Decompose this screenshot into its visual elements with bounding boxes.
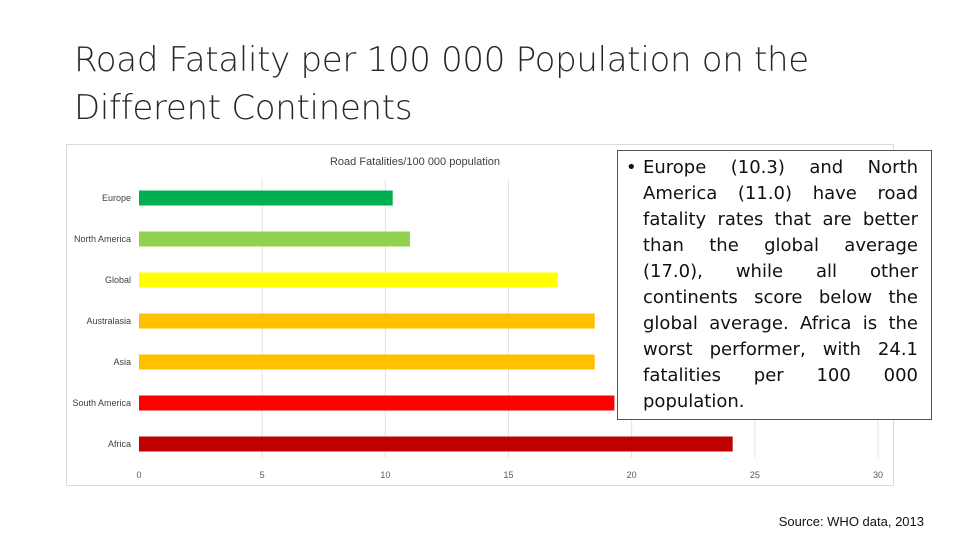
x-tick-label: 15 — [503, 470, 513, 480]
bar-global — [139, 272, 558, 288]
source-note: Source: WHO data, 2013 — [778, 514, 924, 529]
bar-africa — [139, 436, 733, 452]
category-labels: Europe North America Global Australasia Asia… — [72, 193, 131, 449]
bullet-icon: • — [626, 157, 637, 178]
category-label: Asia — [113, 357, 131, 367]
note-text: Europe (10.3) and North America (11.0) h… — [643, 157, 918, 412]
x-tick-label: 10 — [380, 470, 390, 480]
slide-title: Road Fatality per 100 000 Population on … — [74, 40, 809, 128]
note-box: • Europe (10.3) and North America (11.0)… — [617, 150, 932, 420]
x-tick-label: 20 — [627, 470, 637, 480]
x-tick-label: 0 — [136, 470, 141, 480]
category-label: Africa — [108, 439, 131, 449]
bar-australasia — [139, 313, 595, 329]
x-tick-label: 30 — [873, 470, 883, 480]
bar-chart: Road Fatalities/100 000 population Europ… — [72, 156, 883, 480]
bar-europe — [139, 190, 393, 206]
x-tick-label: 25 — [750, 470, 760, 480]
category-label: South America — [72, 398, 131, 408]
bars — [139, 190, 733, 452]
bar-asia — [139, 354, 595, 370]
category-label: North America — [74, 234, 131, 244]
bar-south-america — [139, 395, 615, 411]
bar-north-america — [139, 231, 410, 247]
x-tick-label: 5 — [260, 470, 265, 480]
category-label: Australasia — [86, 316, 131, 326]
chart-title: Road Fatalities/100 000 population — [330, 156, 500, 168]
category-label: Europe — [102, 193, 131, 203]
x-tick-labels: 0 5 10 15 20 25 30 — [136, 470, 883, 480]
category-label: Global — [105, 275, 131, 285]
